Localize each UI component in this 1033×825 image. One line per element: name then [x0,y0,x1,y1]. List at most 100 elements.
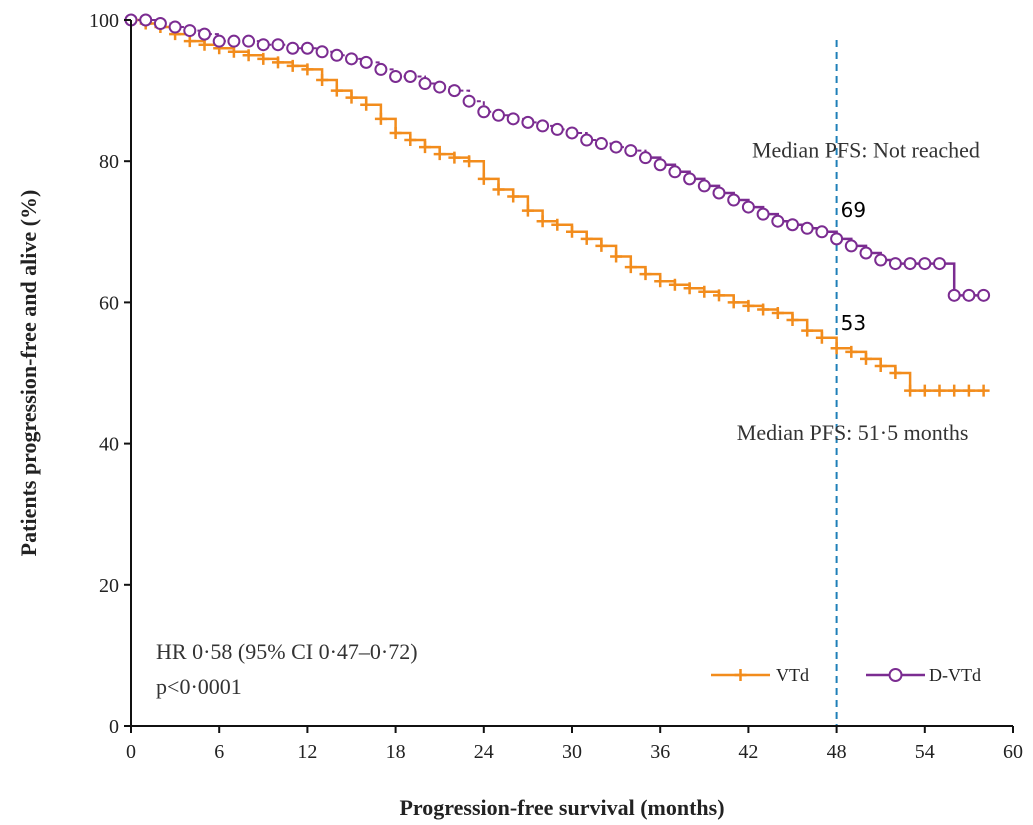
marker-vtd-49 [845,345,858,358]
marker-d-vtd-52 [888,257,902,271]
value-label-53: 53 [841,311,866,335]
marker-vtd-15 [345,91,358,104]
annotation-median-pfs-vtd: Median PFS: 51·5 months [737,420,969,445]
y-axis-title: Patients progression-free and alive (%) [16,190,41,557]
y-tick-label-60: 60 [99,292,119,314]
marker-vtd-48 [830,342,843,355]
marker-vtd-5 [198,38,211,51]
annotation-median-pfs-dvtd: Median PFS: Not reached [752,138,980,163]
marker-vtd-23 [463,155,476,168]
marker-d-vtd-15 [345,52,358,66]
marker-vtd-17 [374,112,387,125]
series-vtd [125,14,990,397]
marker-vtd-28 [536,215,549,228]
marker-d-vtd-23 [462,94,476,108]
marker-d-vtd-14 [330,48,344,62]
marker-d-vtd-44 [771,214,785,228]
marker-vtd-31 [580,232,593,245]
marker-vtd-43 [757,303,770,316]
legend-label-d-vtd: D-VTd [929,665,981,685]
marker-d-vtd-10 [271,38,285,52]
marker-d-vtd-2 [153,17,167,31]
marker-vtd-58 [977,384,990,397]
marker-vtd-14 [330,84,343,97]
marker-vtd-35 [639,268,652,281]
series-line-d-vtd-solid [645,156,984,297]
marker-d-vtd-29 [550,122,564,136]
marker-d-vtd-56 [947,288,961,302]
marker-vtd-39 [698,285,711,298]
marker-vtd-55 [933,384,946,397]
marker-d-vtd-34 [624,144,638,158]
marker-vtd-9 [257,52,270,65]
marker-d-vtd-17 [374,62,388,76]
marker-vtd-56 [948,384,961,397]
value-label-69: 69 [841,198,866,222]
marker-vtd-10 [272,56,284,69]
marker-d-vtd-41 [727,193,741,207]
marker-d-vtd-25 [492,108,505,122]
marker-vtd-29 [551,218,564,231]
marker-d-vtd-55 [933,257,946,271]
marker-d-vtd-33 [609,140,623,154]
marker-d-vtd-43 [756,207,770,221]
legend-marker-vtd [734,669,747,681]
x-tick-label-48: 48 [827,741,847,763]
x-tick-label-42: 42 [738,741,758,763]
marker-d-vtd-46 [800,221,814,235]
marker-vtd-27 [521,204,534,217]
series-layer [124,13,991,397]
marker-d-vtd-48 [830,232,844,246]
marker-vtd-11 [286,59,299,72]
marker-d-vtd-3 [168,20,182,34]
marker-vtd-24 [477,172,490,185]
x-tick-label-24: 24 [474,741,494,763]
marker-vtd-34 [624,261,637,274]
marker-vtd-51 [874,359,887,372]
marker-d-vtd-57 [962,288,976,302]
marker-d-vtd-53 [903,257,917,271]
y-tick-label-20: 20 [99,575,119,597]
x-tick-label-6: 6 [214,741,224,763]
marker-d-vtd-35 [639,151,652,165]
y-tick-label-0: 0 [109,716,119,738]
x-tick-label-36: 36 [650,741,670,763]
marker-d-vtd-5 [198,27,211,41]
marker-vtd-57 [962,384,975,397]
marker-vtd-8 [242,49,255,62]
marker-vtd-41 [727,296,740,309]
marker-d-vtd-27 [521,115,535,129]
legend-item-vtd: VTd [711,665,809,685]
marker-vtd-40 [713,289,725,302]
marker-vtd-36 [654,275,667,288]
marker-vtd-54 [918,384,931,397]
marker-vtd-45 [786,314,799,327]
marker-d-vtd-50 [859,246,873,260]
marker-vtd-33 [610,250,623,263]
marker-vtd-4 [183,35,196,48]
y-tick-label-80: 80 [99,151,119,173]
marker-vtd-47 [815,331,828,344]
marker-d-vtd-21 [433,80,447,94]
marker-vtd-32 [595,239,608,252]
legend-marker-d-vtd [888,668,903,682]
marker-d-vtd-20 [418,77,432,91]
marker-vtd-42 [742,299,755,312]
x-tick-label-18: 18 [386,741,406,763]
marker-d-vtd-45 [786,218,799,232]
marker-d-vtd-39 [697,179,711,193]
marker-vtd-44 [771,306,784,319]
x-tick-label-54: 54 [915,741,935,763]
marker-d-vtd-40 [712,186,726,200]
marker-vtd-19 [404,134,417,147]
annotation-hazard-ratio: HR 0·58 (95% CI 0·47–0·72) [156,639,418,664]
marker-d-vtd-6 [212,34,226,48]
marker-vtd-38 [683,282,696,295]
marker-d-vtd-28 [536,119,550,133]
marker-d-vtd-26 [506,112,520,126]
x-tick-label-0: 0 [126,741,136,763]
x-tick-label-12: 12 [297,741,317,763]
marker-d-vtd-31 [580,133,594,147]
marker-vtd-50 [860,352,872,365]
